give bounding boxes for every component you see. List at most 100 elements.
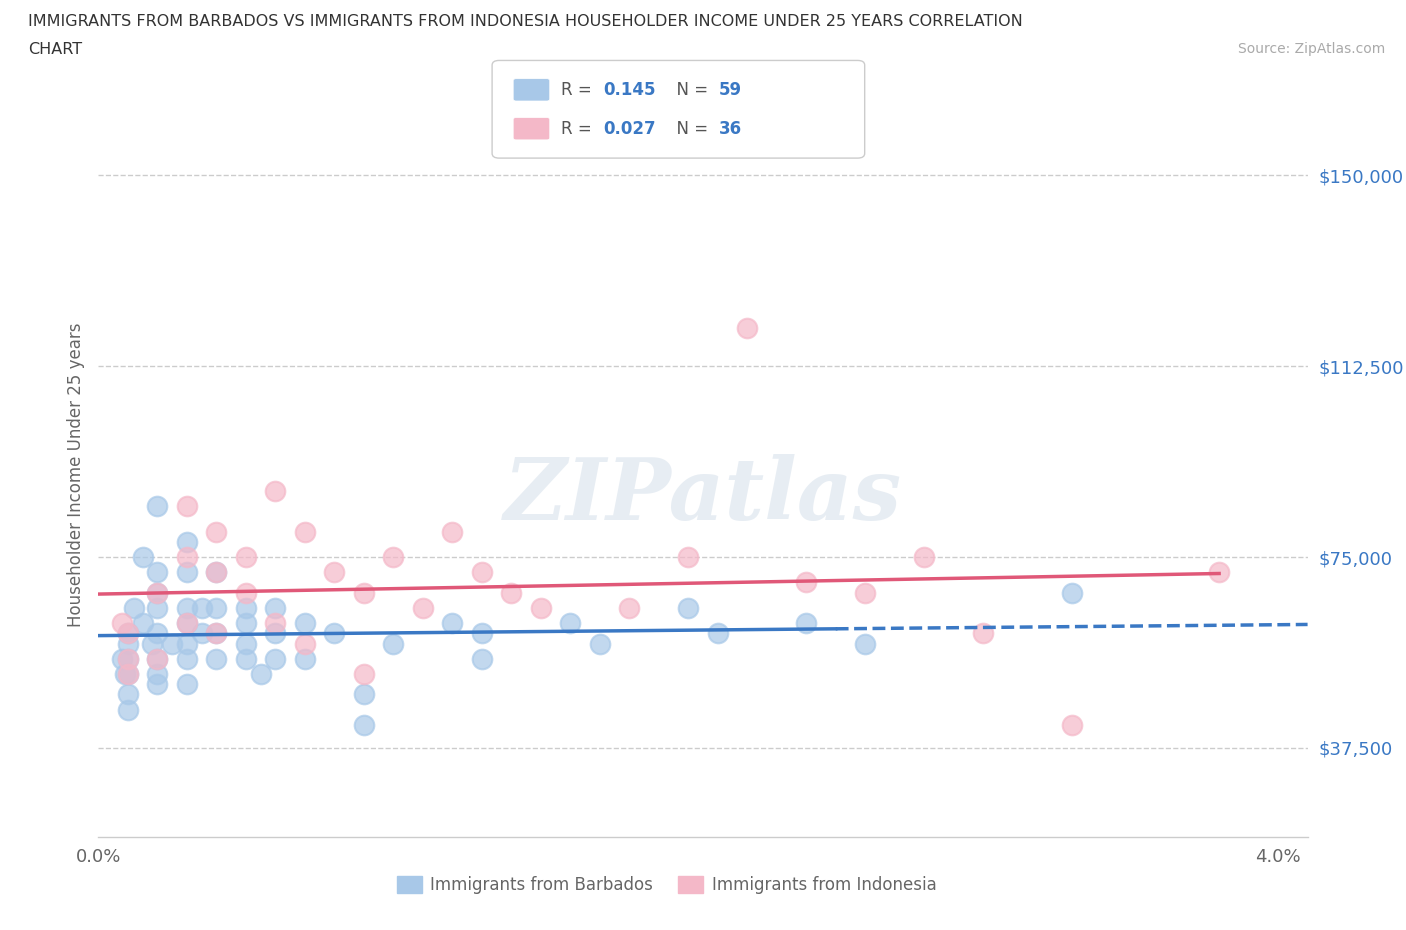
Point bbox=[530, 601, 553, 616]
Point bbox=[146, 651, 169, 666]
Point bbox=[235, 550, 257, 565]
Point bbox=[294, 525, 316, 539]
Point bbox=[111, 616, 134, 631]
Point bbox=[190, 601, 212, 616]
Point bbox=[235, 585, 257, 600]
Point bbox=[122, 601, 145, 616]
Text: 0.145: 0.145 bbox=[603, 81, 655, 99]
Point bbox=[176, 550, 198, 565]
Point bbox=[235, 651, 257, 666]
Point bbox=[131, 550, 153, 565]
Point bbox=[294, 651, 316, 666]
Point bbox=[706, 626, 728, 641]
Point bbox=[176, 565, 198, 579]
Point bbox=[117, 702, 139, 717]
Point bbox=[117, 687, 139, 702]
Point bbox=[972, 626, 994, 641]
Point bbox=[160, 636, 183, 651]
Point bbox=[146, 585, 169, 600]
Point bbox=[441, 616, 464, 631]
Point bbox=[114, 667, 136, 682]
Point bbox=[323, 565, 346, 579]
Text: R =: R = bbox=[561, 120, 598, 138]
Point bbox=[205, 626, 228, 641]
Point bbox=[382, 550, 405, 565]
Point bbox=[794, 575, 817, 590]
Point bbox=[501, 585, 523, 600]
Point bbox=[176, 651, 198, 666]
Point bbox=[735, 321, 758, 336]
Point bbox=[794, 616, 817, 631]
Point bbox=[294, 616, 316, 631]
Point bbox=[111, 651, 134, 666]
Text: N =: N = bbox=[666, 120, 714, 138]
Point bbox=[131, 616, 153, 631]
Point bbox=[471, 626, 494, 641]
Point bbox=[353, 718, 375, 733]
Point bbox=[205, 525, 228, 539]
Point bbox=[176, 601, 198, 616]
Point bbox=[264, 651, 287, 666]
Point bbox=[176, 535, 198, 550]
Point bbox=[146, 651, 169, 666]
Point bbox=[1060, 585, 1083, 600]
Point bbox=[141, 636, 163, 651]
Point bbox=[353, 667, 375, 682]
Text: CHART: CHART bbox=[28, 42, 82, 57]
Point bbox=[323, 626, 346, 641]
Point bbox=[146, 498, 169, 513]
Point bbox=[471, 565, 494, 579]
Point bbox=[146, 677, 169, 692]
Point bbox=[1208, 565, 1230, 579]
Point bbox=[441, 525, 464, 539]
Y-axis label: Householder Income Under 25 years: Householder Income Under 25 years bbox=[66, 322, 84, 627]
Point bbox=[146, 601, 169, 616]
Point bbox=[117, 651, 139, 666]
Point bbox=[190, 626, 212, 641]
Point bbox=[117, 651, 139, 666]
Text: ZIPatlas: ZIPatlas bbox=[503, 455, 903, 538]
Point bbox=[117, 626, 139, 641]
Point bbox=[117, 636, 139, 651]
Point bbox=[412, 601, 434, 616]
Point bbox=[146, 667, 169, 682]
Point bbox=[117, 667, 139, 682]
Point bbox=[382, 636, 405, 651]
Point bbox=[264, 616, 287, 631]
Point bbox=[176, 677, 198, 692]
Point bbox=[205, 626, 228, 641]
Point bbox=[678, 550, 700, 565]
Point bbox=[205, 601, 228, 616]
Point bbox=[678, 601, 700, 616]
Point bbox=[176, 616, 198, 631]
Point bbox=[235, 601, 257, 616]
Text: IMMIGRANTS FROM BARBADOS VS IMMIGRANTS FROM INDONESIA HOUSEHOLDER INCOME UNDER 2: IMMIGRANTS FROM BARBADOS VS IMMIGRANTS F… bbox=[28, 14, 1024, 29]
Point bbox=[353, 585, 375, 600]
Point bbox=[589, 636, 612, 651]
Point bbox=[176, 616, 198, 631]
Point bbox=[264, 601, 287, 616]
Point bbox=[146, 585, 169, 600]
Point bbox=[853, 585, 876, 600]
Point bbox=[176, 498, 198, 513]
Point bbox=[117, 667, 139, 682]
Point bbox=[235, 616, 257, 631]
Point bbox=[205, 651, 228, 666]
Point bbox=[560, 616, 582, 631]
Legend: Immigrants from Barbados, Immigrants from Indonesia: Immigrants from Barbados, Immigrants fro… bbox=[396, 876, 936, 894]
Text: R =: R = bbox=[561, 81, 598, 99]
Point bbox=[619, 601, 641, 616]
Point bbox=[264, 484, 287, 498]
Point bbox=[146, 565, 169, 579]
Point bbox=[264, 626, 287, 641]
Text: N =: N = bbox=[666, 81, 714, 99]
Text: 59: 59 bbox=[718, 81, 741, 99]
Point bbox=[249, 667, 271, 682]
Point bbox=[146, 626, 169, 641]
Point bbox=[176, 636, 198, 651]
Point bbox=[205, 565, 228, 579]
Text: 0.027: 0.027 bbox=[603, 120, 655, 138]
Point bbox=[912, 550, 935, 565]
Point bbox=[1060, 718, 1083, 733]
Point bbox=[471, 651, 494, 666]
